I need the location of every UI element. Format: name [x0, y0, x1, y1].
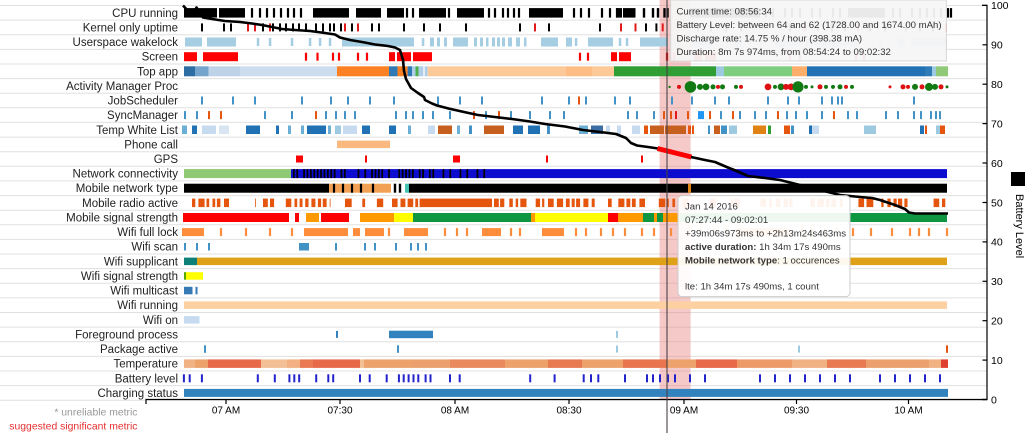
svg-text:Battery level: Battery level: [115, 373, 178, 385]
svg-text:Phone call: Phone call: [124, 139, 178, 151]
svg-text:Mobile radio active: Mobile radio active: [82, 198, 178, 210]
svg-text:Wifi running: Wifi running: [117, 300, 178, 312]
svg-text:suggested significant metric: suggested significant metric: [9, 422, 137, 433]
svg-text:Wifi multicast: Wifi multicast: [110, 286, 179, 298]
svg-text:Kernel only uptime: Kernel only uptime: [83, 22, 178, 34]
svg-text:100: 100: [991, 0, 1009, 12]
svg-text:Jan 14 2016: Jan 14 2016: [685, 202, 738, 213]
svg-text:Mobile network type: 1 occuren: Mobile network type: 1 occurences: [685, 256, 840, 267]
svg-text:20: 20: [991, 316, 1003, 328]
svg-text:Mobile signal strength: Mobile signal strength: [66, 213, 178, 225]
svg-text:Activity Manager Proc: Activity Manager Proc: [66, 81, 178, 93]
svg-text:lte: 1h 34m 17s 490ms, 1 count: lte: 1h 34m 17s 490ms, 1 count: [685, 282, 819, 293]
svg-text:10 AM: 10 AM: [894, 406, 922, 417]
svg-text:07 AM: 07 AM: [212, 406, 240, 417]
svg-text:60: 60: [991, 158, 1003, 170]
svg-text:Wifi full lock: Wifi full lock: [117, 227, 178, 239]
svg-text:Package active: Package active: [100, 344, 178, 356]
svg-text:Top app: Top app: [137, 66, 178, 78]
svg-text:* unreliable metric: * unreliable metric: [54, 408, 137, 419]
svg-text:Current time: 08:56:34: Current time: 08:56:34: [677, 7, 773, 18]
svg-text:09 AM: 09 AM: [670, 406, 698, 417]
svg-text:Userspace wakelock: Userspace wakelock: [73, 37, 179, 49]
svg-text:Screen: Screen: [142, 52, 178, 64]
svg-text:Duration: 8m 7s 974ms, from 08: Duration: 8m 7s 974ms, from 08:54:24 to …: [677, 47, 891, 58]
svg-text:Discharge rate: 14.75 % / hour: Discharge rate: 14.75 % / hour (398.38 m…: [677, 34, 863, 45]
svg-text:active duration: 1h 34m 17s 49: active duration: 1h 34m 17s 490ms: [685, 242, 841, 253]
svg-text:09:30: 09:30: [784, 406, 809, 417]
svg-text:50: 50: [991, 197, 1003, 209]
svg-text:Network connectivity: Network connectivity: [73, 169, 179, 181]
svg-text:0: 0: [991, 394, 997, 406]
svg-text:SyncManager: SyncManager: [107, 110, 178, 122]
svg-text:Battery Level: between 64 and: Battery Level: between 64 and 62 (1728.0…: [677, 20, 942, 31]
svg-text:Wifi signal strength: Wifi signal strength: [81, 271, 178, 283]
svg-text:80: 80: [991, 79, 1003, 91]
svg-text:Wifi scan: Wifi scan: [131, 242, 178, 254]
svg-text:07:30: 07:30: [327, 406, 352, 417]
svg-text:Temp White List: Temp White List: [96, 125, 179, 137]
svg-text:10: 10: [991, 355, 1003, 367]
svg-text:Mobile network type: Mobile network type: [76, 183, 178, 195]
svg-text:CPU running: CPU running: [112, 8, 178, 20]
svg-text:08:30: 08:30: [556, 406, 581, 417]
svg-text:+39m06s973ms to +2h13m24s463ms: +39m06s973ms to +2h13m24s463ms: [685, 229, 846, 240]
svg-text:Wifi supplicant: Wifi supplicant: [104, 256, 179, 268]
svg-text:90: 90: [991, 40, 1003, 52]
svg-text:08 AM: 08 AM: [441, 406, 469, 417]
svg-text:JobScheduler: JobScheduler: [108, 96, 178, 108]
svg-text:40: 40: [991, 237, 1003, 249]
svg-text:Temperature: Temperature: [113, 359, 178, 371]
svg-text:Charging status: Charging status: [97, 388, 178, 400]
svg-text:70: 70: [991, 118, 1003, 130]
svg-text:Wifi on: Wifi on: [143, 315, 178, 327]
svg-text:30: 30: [991, 276, 1003, 288]
svg-text:07:27:44 - 09:02:01: 07:27:44 - 09:02:01: [685, 215, 768, 226]
svg-text:Battery Level: Battery Level: [1013, 194, 1025, 258]
svg-text:Foreground process: Foreground process: [75, 329, 178, 341]
svg-text:GPS: GPS: [154, 154, 179, 166]
